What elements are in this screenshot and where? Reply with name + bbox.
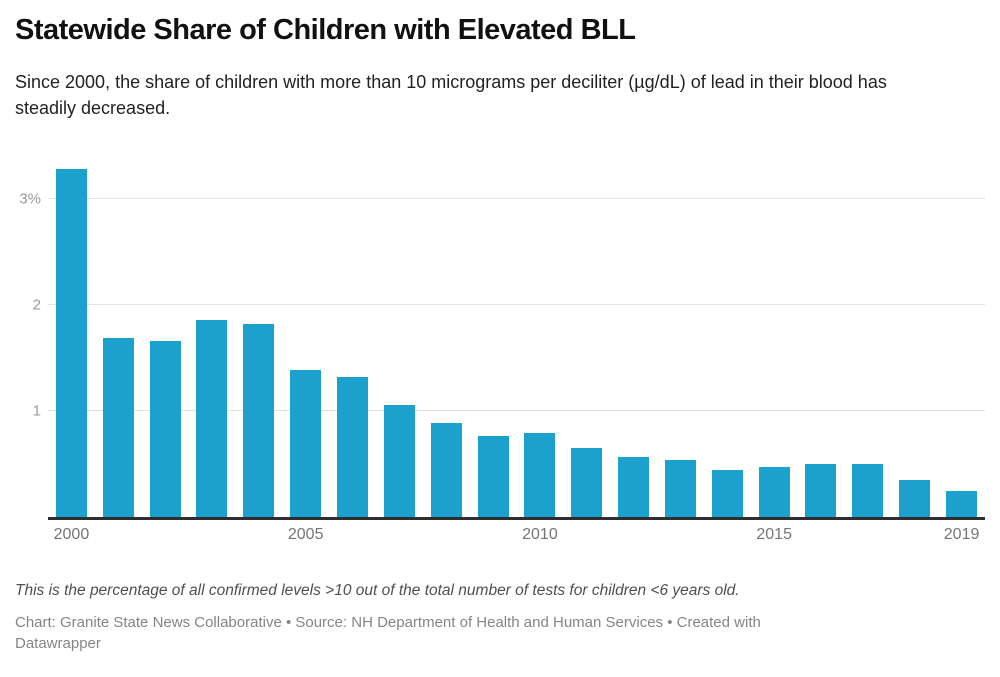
x-axis: 2000 2005 2010 2015 2019	[48, 526, 985, 548]
bar-slot-2015	[751, 159, 798, 518]
bar-slot-2010	[516, 159, 563, 518]
bar-2014	[711, 469, 743, 518]
bar-2006	[336, 377, 368, 518]
bar-slot-2008	[423, 159, 470, 518]
x-axis-label-2010: 2010	[522, 526, 558, 544]
bar-2001	[102, 337, 134, 518]
bar-2004	[243, 324, 275, 518]
chart-subtitle: Since 2000, the share of children with m…	[15, 72, 887, 119]
x-axis-label-2000: 2000	[53, 526, 90, 544]
bar-slot-2012	[610, 159, 657, 518]
chart-credit: Chart: Granite State News Collaborative …	[15, 612, 985, 654]
bar-2015	[758, 467, 790, 518]
bar-slot-2007	[376, 159, 423, 518]
bar-2010	[524, 433, 556, 518]
bar-slot-2005	[282, 159, 329, 518]
bar-2008	[430, 422, 462, 518]
x-axis-label-2019: 2019	[943, 526, 980, 544]
x-axis-label-2005: 2005	[287, 526, 324, 544]
plot-area: 3% 2 1	[19, 159, 985, 521]
bar-2017	[852, 464, 884, 518]
bar-2007	[383, 404, 415, 518]
bar-slot-2016	[798, 159, 845, 518]
credit-line: Chart: Granite State News Collaborative …	[15, 614, 761, 632]
bar-slot-2001	[95, 159, 142, 518]
bar-2019	[945, 490, 977, 518]
gridline-3	[48, 197, 985, 199]
bar-slot-2006	[329, 159, 376, 518]
y-axis-label-1: 1	[32, 402, 41, 420]
chart-note: This is the percentage of all confirmed …	[15, 582, 740, 600]
bar-slot-2002	[142, 159, 189, 518]
x-axis-label-2015: 2015	[756, 526, 792, 544]
bar-chart: 3% 2 1 2000 2005 2010 2015 2019	[15, 159, 985, 548]
bar-slot-2011	[563, 159, 610, 518]
credit-line: Datawrapper	[15, 635, 101, 653]
bar-2002	[149, 341, 181, 518]
bar-2005	[290, 369, 322, 518]
bar-2003	[196, 319, 228, 518]
bar-2013	[664, 459, 696, 518]
bar-slot-2000	[48, 159, 95, 518]
bar-slot-2019	[938, 159, 985, 518]
bar-2000	[55, 168, 87, 518]
bar-slot-2003	[189, 159, 236, 518]
y-axis-label-3: 3%	[19, 190, 41, 208]
bar-2016	[805, 464, 837, 518]
bar-slot-2004	[235, 159, 282, 518]
gridline-2	[48, 303, 985, 305]
bar-slot-2014	[704, 159, 751, 518]
bar-slot-2017	[844, 159, 891, 518]
bar-2011	[571, 448, 603, 518]
bar-2018	[899, 480, 931, 518]
bar-2012	[618, 456, 650, 518]
bar-slot-2013	[657, 159, 704, 518]
bar-slot-2009	[470, 159, 517, 518]
bar-2009	[477, 435, 509, 518]
bar-slot-2018	[891, 159, 938, 518]
chart-title: Statewide Share of Children with Elevate…	[15, 14, 636, 46]
gridline-1	[48, 410, 985, 412]
y-axis-label-2: 2	[32, 296, 41, 314]
bars-row	[48, 159, 985, 518]
